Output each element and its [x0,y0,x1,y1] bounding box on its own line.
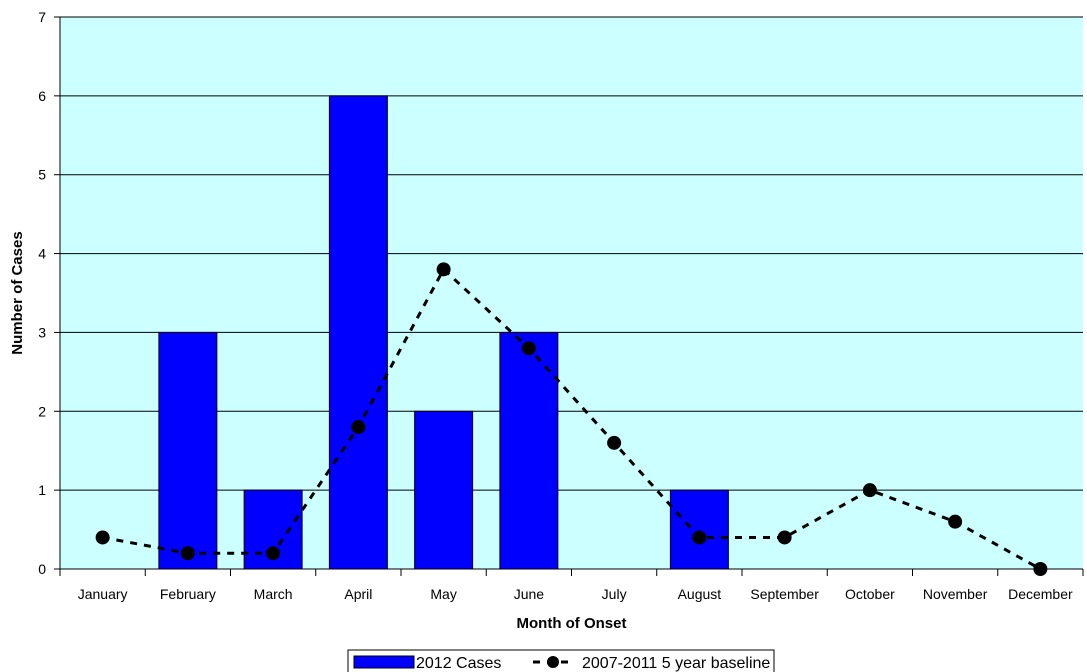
x-tick-label: August [678,586,722,602]
y-tick-label: 3 [38,324,46,340]
baseline-point [436,262,451,277]
x-tick-label: March [254,586,293,602]
baseline-point [607,435,622,450]
baseline-point [180,546,195,561]
x-tick-label: December [1008,586,1073,602]
x-tick-label: September [750,586,819,602]
x-tick-label: June [514,586,545,602]
bar [328,95,388,570]
baseline-point [521,341,536,356]
x-tick-label: February [160,586,216,602]
legend-line-label: 2007-2011 5 year baseline [582,655,770,672]
y-tick-label: 2 [38,403,46,419]
legend-line-marker [547,656,559,668]
legend: 2012 Cases 2007-2011 5 year baseline [347,649,775,672]
baseline-point [95,530,110,545]
x-tick-label: November [923,586,988,602]
plot-area [60,17,1083,569]
x-tick-label: October [845,586,895,602]
baseline-series [95,262,1048,576]
y-tick-labels: 0 1 2 3 4 5 6 7 [38,9,46,577]
bar [669,489,729,570]
baseline-line [102,266,1042,571]
baseline-point [266,546,281,561]
legend-bar-swatch [353,655,415,669]
baseline-point [351,420,366,435]
baseline-point [777,530,792,545]
baseline-point [692,530,707,545]
y-tick-label: 0 [38,561,46,577]
x-tick-label: April [344,586,372,602]
bar [158,331,218,570]
baseline-point [862,483,877,498]
x-tick-label: May [430,586,456,602]
legend-bar-label: 2012 Cases [416,655,501,672]
x-axis-title: Month of Onset [517,615,627,632]
y-tick-label: 5 [38,167,46,183]
axes [54,16,1084,576]
x-tick-label: July [602,586,627,602]
y-tick-label: 6 [38,88,46,104]
y-axis-title: Number of Cases [9,231,26,354]
x-tick-labels: January February March April May June July Augu… [78,586,1073,602]
y-tick-label: 4 [38,246,46,262]
y-tick-label: 1 [38,482,46,498]
x-tick-label: January [78,586,128,602]
baseline-point [948,514,963,529]
bar [414,410,474,570]
y-tick-label: 7 [38,9,46,25]
bar [499,331,559,570]
gridlines [60,16,1083,491]
